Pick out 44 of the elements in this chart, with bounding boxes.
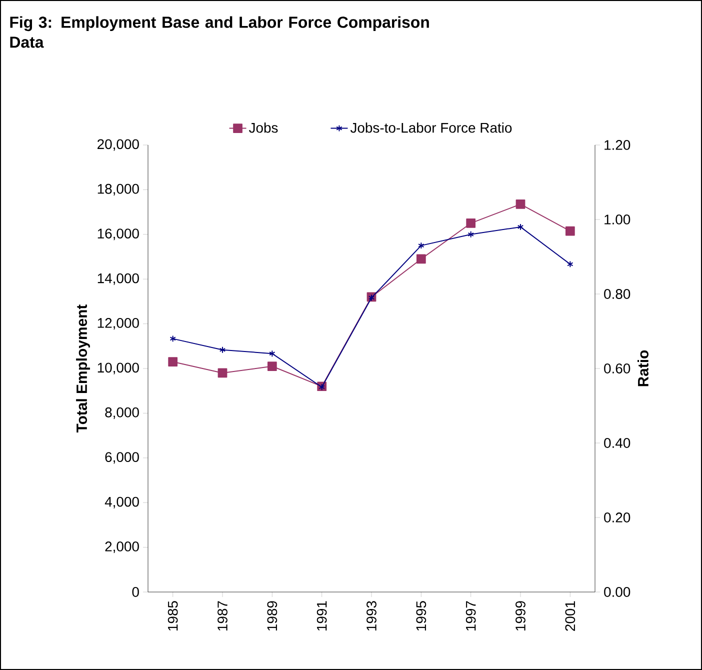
- x-tick-label: 1987: [218, 601, 228, 630]
- y-tick-label: 0: [132, 587, 139, 597]
- y-tick-label: 20,000: [98, 139, 139, 151]
- y-tick-label: 2,000: [105, 542, 139, 554]
- point: [267, 362, 277, 371]
- y-tick-label: 16,000: [98, 228, 139, 240]
- y2-tick-label: 0.40: [604, 438, 630, 448]
- y-tick-label: 18,000: [98, 184, 139, 196]
- y-tick-label: 14,000: [98, 273, 139, 285]
- y2-tick-label: 0.20: [604, 512, 630, 522]
- point: [516, 200, 526, 209]
- point: [418, 242, 424, 250]
- x-tick-label: 1997: [466, 601, 476, 630]
- point: [218, 368, 228, 378]
- point: [269, 350, 276, 358]
- point: [168, 357, 178, 366]
- point: [565, 226, 575, 236]
- point: [468, 230, 474, 238]
- chart-title: Fig 3: Employment Base and Labor Force Comparison Data: [10, 16, 429, 48]
- y2-axis-title: Ratio: [638, 350, 648, 386]
- y-tick-label: 4,000: [104, 496, 139, 508]
- y2-tick-label: 0.60: [604, 364, 630, 374]
- point: [219, 346, 226, 354]
- point: [466, 218, 476, 228]
- x-tick-label: 2001: [565, 601, 576, 631]
- point: [517, 223, 524, 230]
- y2-tick-label: 0.80: [604, 289, 630, 299]
- y-tick-label: 8,000: [105, 407, 139, 419]
- legend-label: Jobs: [248, 122, 278, 133]
- point: [416, 254, 426, 264]
- x-tick-label: 1993: [366, 601, 376, 630]
- y2-tick-label: 1.20: [604, 140, 630, 150]
- x-tick-label: 1985: [168, 601, 178, 630]
- legend-label: Jobs-to-Labor Force Ratio: [350, 122, 512, 133]
- y-tick-label: 12,000: [98, 318, 139, 330]
- y-tick-label: 10,000: [98, 362, 139, 374]
- x-tick-label: 1989: [267, 601, 278, 630]
- x-tick-label: 1999: [516, 601, 526, 630]
- y-axis-title: Total Employment: [76, 304, 90, 433]
- y2-tick-label: 1.00: [604, 214, 630, 224]
- y2-tick-label: 0.00: [604, 587, 630, 597]
- y-tick-label: 6,000: [105, 452, 139, 464]
- x-tick-label: 1991: [316, 601, 327, 630]
- x-tick-label: 1995: [416, 601, 426, 630]
